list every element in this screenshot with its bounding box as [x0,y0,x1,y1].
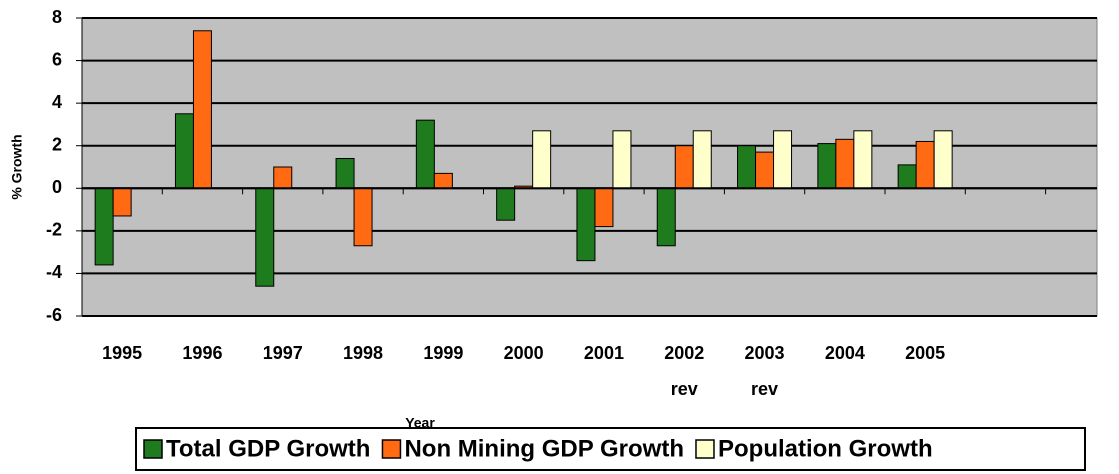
x-tick-label: 2003 rev [745,343,785,399]
bar [933,130,953,189]
y-tick-label: 2 [52,134,62,154]
bar [433,172,453,189]
bar [594,187,614,228]
bar [773,130,793,189]
bar [532,130,552,189]
x-tick-label: 1999 [423,343,463,363]
bar [755,151,775,189]
bar [915,140,935,189]
bar [94,187,114,266]
legend-box [135,427,1086,471]
x-tick-label: 2002 rev [664,343,704,399]
bar [674,145,694,189]
bar [335,157,355,189]
bar [817,143,837,189]
x-tick-label: 2005 [905,343,945,363]
y-tick-label: 6 [52,49,62,69]
x-tick-label: 1995 [102,343,142,363]
x-tick-label: 1996 [182,343,222,363]
bar [192,30,212,189]
bar [692,130,712,189]
x-axis-title: Year [405,415,435,431]
y-tick-label: -4 [46,262,62,282]
bar [835,138,855,189]
legend-swatch [143,439,163,459]
bar [255,187,275,287]
bar [415,119,435,189]
bar [897,164,917,189]
legend-label: Population Growth [718,435,933,462]
legend-swatch [695,439,715,459]
x-tick-label: 2001 [584,343,624,363]
bar [576,187,596,262]
bar [496,187,516,221]
legend-label: Total GDP Growth [166,435,370,462]
bar [174,113,194,189]
legend-label: Non Mining GDP Growth [404,435,684,462]
bar [853,130,873,189]
y-axis-title: % Growth [9,134,25,199]
y-tick-label: -2 [46,220,62,240]
bar [112,187,132,217]
y-tick-label: 8 [52,7,62,27]
legend-swatch [381,439,402,459]
x-tick-label: 1997 [263,343,303,363]
x-tick-label: 2000 [504,343,544,363]
x-tick-label: 1998 [343,343,383,363]
bar [656,187,676,247]
bar [353,187,373,247]
x-tick-label: 2004 [825,343,865,363]
y-tick-label: 0 [52,177,62,197]
y-tick-label: 4 [52,92,62,112]
bar [273,166,293,189]
y-tick-label: -6 [46,305,62,325]
bar [737,145,757,189]
bar [612,130,632,189]
